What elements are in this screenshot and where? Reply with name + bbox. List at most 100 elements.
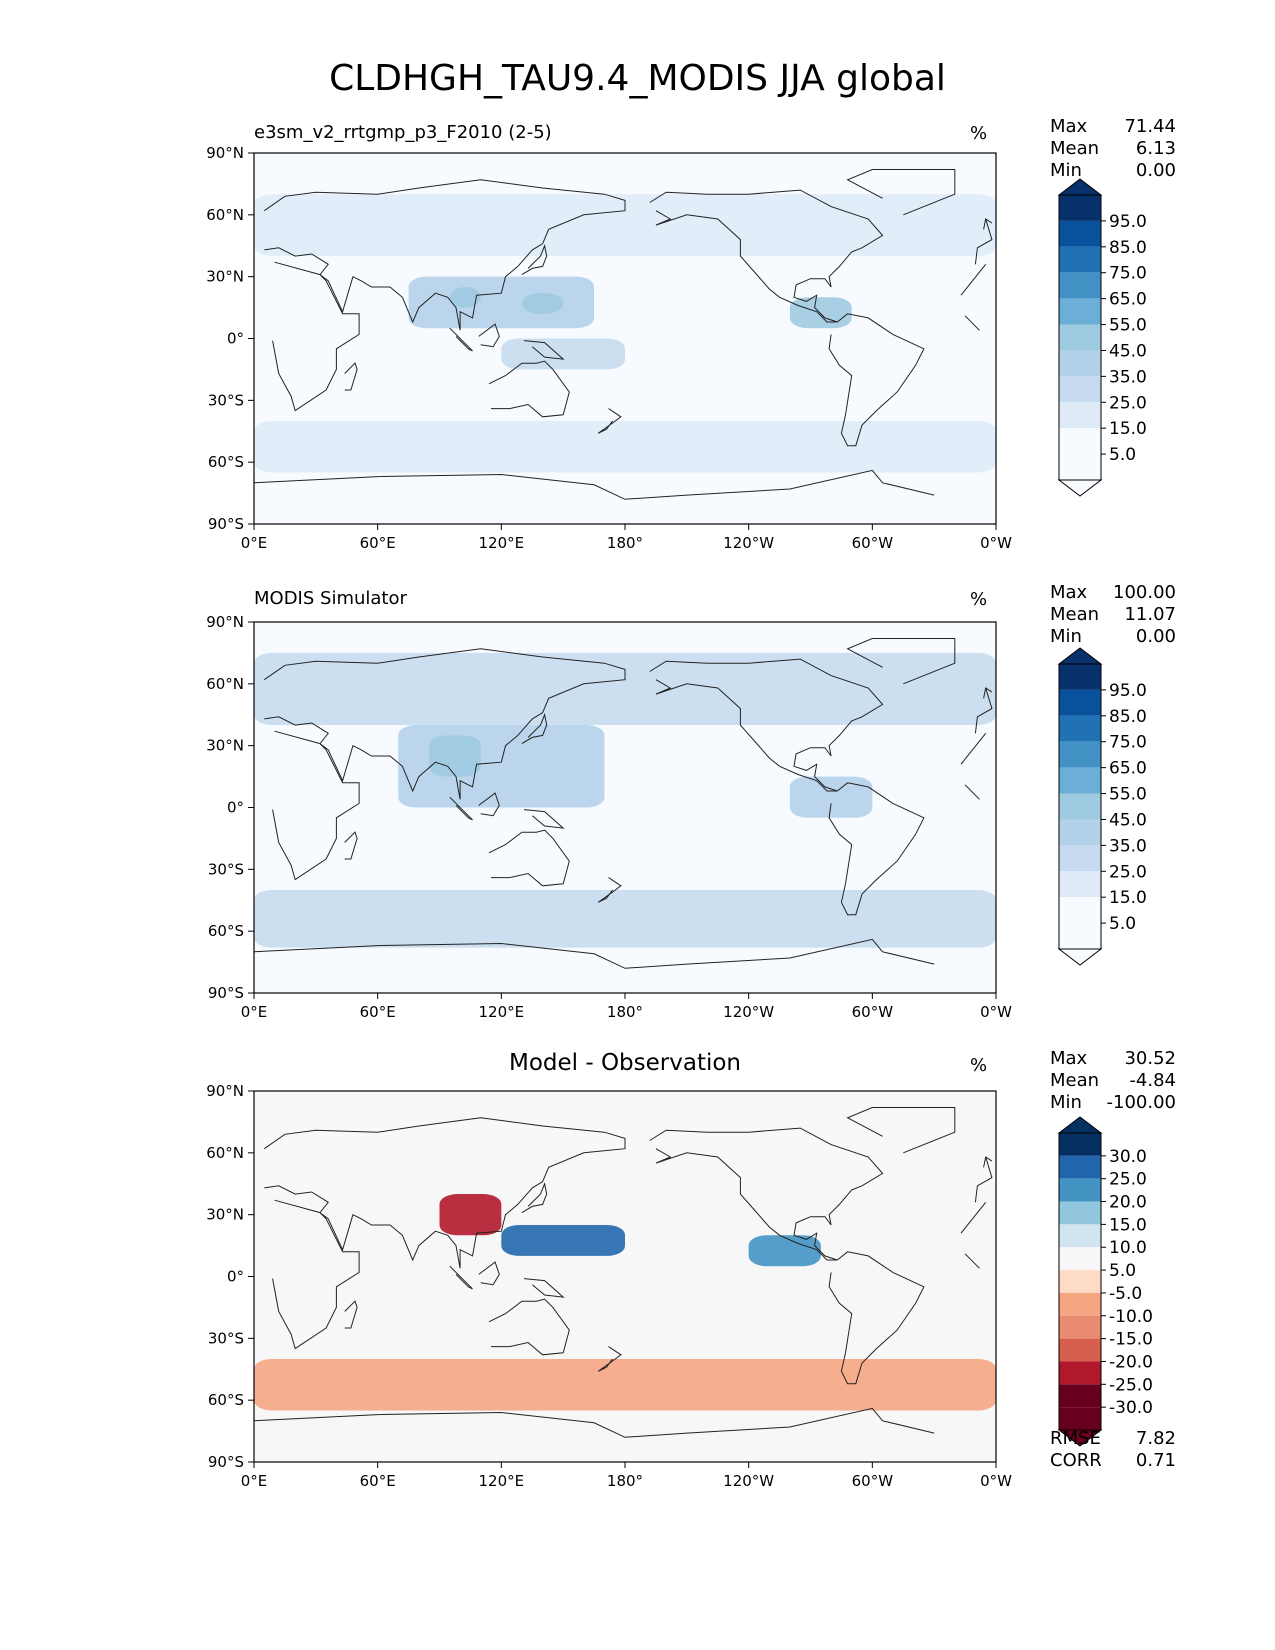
map-field-regions	[254, 1121, 996, 1411]
colorbar-segment	[1059, 741, 1101, 768]
colorbar-segment	[1059, 923, 1101, 949]
panel-2-mean: 11.07	[1124, 604, 1176, 625]
coastline-africa	[272, 730, 360, 881]
coastline-madagascar	[344, 831, 358, 860]
coastline-sumatra	[449, 796, 473, 821]
colorbar-tick-label: 65.0	[1109, 759, 1147, 779]
field-region	[449, 286, 481, 308]
field-region	[254, 194, 996, 257]
y-tick-label: 30°N	[206, 268, 244, 286]
panel-1-stats: Max 71.44 Mean 6.13 Min 0.00	[1050, 116, 1176, 181]
coastline-antarctica	[253, 938, 935, 969]
panel-1-max: 71.44	[1124, 116, 1176, 137]
coastline-south_america	[828, 782, 925, 916]
y-tick-label: 30°N	[206, 737, 244, 755]
figure-title: CLDHGH_TAU9.4_MODIS JJA global	[329, 58, 946, 99]
coastline-eurasia	[264, 648, 626, 800]
field-region	[521, 293, 564, 314]
colorbar-tick-label: 15.0	[1109, 888, 1147, 908]
colorbar-segment	[1059, 845, 1101, 872]
field-region	[439, 1194, 502, 1236]
colorbar-frame	[1058, 663, 1102, 950]
y-tick-label: 30°S	[208, 391, 244, 409]
x-tick-label: 180°	[607, 1003, 643, 1021]
colorbar-segment	[1059, 195, 1101, 221]
coastline-greenland	[846, 169, 956, 216]
colorbar-tick-label: 75.0	[1109, 264, 1147, 284]
colorbar-segment	[1059, 1338, 1101, 1362]
colorbar-tick-label: 85.0	[1109, 707, 1147, 727]
coastline-indonesia_borneo	[478, 792, 500, 817]
colorbar-tick-label: 95.0	[1109, 681, 1147, 701]
colorbar-segment	[1059, 1224, 1101, 1248]
colorbar-tick-label: 35.0	[1109, 836, 1147, 856]
field-region	[789, 776, 873, 818]
colorbar-extend-bottom	[1057, 479, 1103, 497]
y-tick-label: 30°S	[208, 860, 244, 878]
field-region	[254, 889, 996, 948]
colorbar-tick-label: 35.0	[1109, 367, 1147, 387]
panel-3-rmse: 7.82	[1135, 1428, 1176, 1449]
coastline-new_zealand	[597, 877, 622, 903]
colorbar-segment	[1059, 1361, 1101, 1385]
x-tick-label: 60°E	[360, 534, 396, 552]
coastline-japan	[521, 1182, 548, 1214]
colorbar-segment	[1059, 1155, 1101, 1179]
field-region	[254, 1358, 996, 1411]
x-tick-label: 120°E	[479, 1003, 525, 1021]
field-region	[501, 338, 625, 370]
y-tick-label: 60°S	[208, 1391, 244, 1409]
colorbar-frame	[1058, 1132, 1102, 1431]
colorbar-tick-label: 45.0	[1109, 341, 1147, 361]
x-tick-label: 60°W	[852, 1003, 894, 1021]
colorbar-tick-label: 5.0	[1109, 914, 1136, 934]
field-region	[748, 1235, 821, 1267]
colorbar-segment	[1059, 454, 1101, 480]
x-tick-label: 0°W	[980, 534, 1012, 552]
x-tick-label: 180°	[607, 534, 643, 552]
colorbar-tick-label: -5.0	[1109, 1284, 1142, 1304]
colorbar-tick-label: 45.0	[1109, 810, 1147, 830]
colorbar-tick-label: 55.0	[1109, 316, 1147, 336]
colorbar-frame	[1058, 194, 1102, 481]
y-tick-label: 90°S	[208, 984, 244, 1002]
colorbar-tick-label: -25.0	[1109, 1375, 1153, 1395]
coastline-uk	[983, 1156, 993, 1168]
x-tick-label: 60°W	[852, 534, 894, 552]
colorbar-segment	[1059, 1270, 1101, 1293]
colorbar-segment	[1059, 324, 1101, 351]
y-tick-label: 90°S	[208, 1453, 244, 1471]
colorbar-segment	[1059, 1178, 1101, 1202]
coastline-africa	[960, 732, 987, 765]
coastline-africa	[272, 1199, 360, 1350]
field-region	[254, 1121, 996, 1195]
colorbar-tick-label: -30.0	[1109, 1398, 1153, 1418]
coastline-new_zealand	[597, 408, 622, 434]
y-tick-label: 0°	[227, 799, 244, 817]
field-region	[429, 735, 481, 777]
x-tick-label: 60°E	[360, 1003, 396, 1021]
colorbar-tick-label: 30.0	[1109, 1147, 1147, 1167]
colorbar-2: 95.0 85.0 75.0 65.0 55.0 45.0 35.0 25.0 15.0 5.0	[1057, 647, 1147, 966]
x-tick-label: 0°E	[241, 1003, 268, 1021]
coastline-japan	[521, 244, 548, 276]
colorbar-segment	[1059, 1201, 1101, 1225]
coastline-north_america	[649, 1127, 884, 1261]
x-tick-label: 60°W	[852, 1472, 894, 1490]
coastline-eurasia	[974, 1156, 993, 1203]
colorbar-tick-label: 65.0	[1109, 290, 1147, 310]
y-tick-label: 60°N	[206, 206, 244, 224]
panel-3-max: 30.52	[1124, 1048, 1176, 1069]
coastline-japan	[521, 713, 548, 745]
y-tick-label: 30°N	[206, 1206, 244, 1224]
coastline-antarctica	[253, 1407, 935, 1438]
colorbar-tick-label: 95.0	[1109, 212, 1147, 232]
coastlines	[253, 1107, 993, 1438]
coastline-eurasia	[974, 218, 993, 265]
x-tick-label: 0°E	[241, 1472, 268, 1490]
colorbar-tick-label: -15.0	[1109, 1330, 1153, 1350]
coastline-north_america	[649, 189, 884, 323]
coastline-new_guinea	[523, 809, 565, 829]
colorbar-tick-label: 5.0	[1109, 1261, 1136, 1281]
